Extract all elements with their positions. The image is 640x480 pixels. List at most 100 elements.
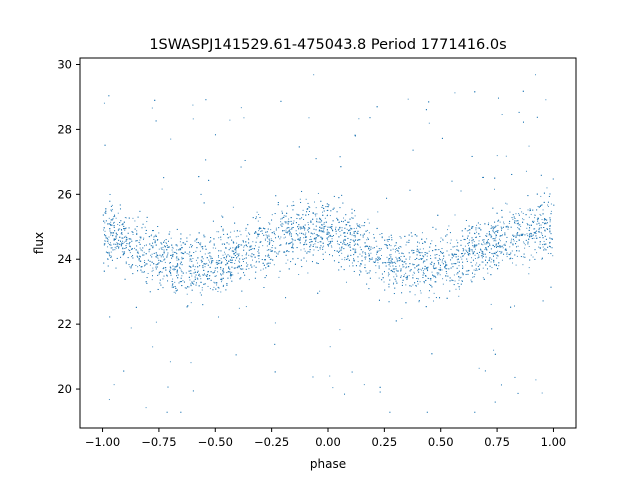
data-point (428, 297, 430, 299)
data-point (292, 201, 294, 203)
data-point (327, 245, 329, 247)
data-point (441, 269, 443, 271)
data-point (380, 255, 382, 256)
data-point (496, 245, 498, 247)
data-point (329, 226, 331, 228)
data-point (219, 262, 221, 264)
data-point (512, 218, 514, 220)
data-point (491, 226, 493, 228)
data-point (526, 222, 528, 224)
data-point (117, 223, 119, 225)
data-point (504, 232, 506, 234)
data-point (364, 264, 366, 266)
data-point (471, 249, 473, 251)
data-point (217, 262, 219, 264)
data-point (228, 266, 230, 268)
data-point (116, 242, 118, 244)
data-point (417, 241, 419, 243)
data-point (413, 271, 415, 273)
data-point (444, 260, 446, 262)
data-point (171, 280, 173, 282)
data-point (169, 262, 171, 264)
data-point (220, 236, 222, 238)
data-point (344, 238, 346, 240)
data-point (378, 250, 380, 252)
data-point (200, 242, 202, 244)
data-point (490, 235, 492, 237)
data-point (210, 279, 212, 281)
data-point (393, 282, 395, 284)
data-point (227, 271, 229, 273)
data-point (180, 244, 182, 246)
data-point (339, 329, 341, 331)
data-point (223, 251, 225, 253)
data-point (103, 227, 105, 229)
data-point (435, 245, 437, 247)
data-point (496, 247, 498, 249)
data-point (152, 267, 154, 269)
data-point (434, 267, 436, 269)
data-point (474, 246, 476, 248)
data-point (488, 242, 490, 244)
data-point (113, 226, 115, 228)
data-point (372, 247, 374, 249)
data-point (131, 264, 133, 266)
data-point (207, 252, 209, 254)
data-point (390, 258, 392, 260)
data-point (283, 215, 285, 217)
data-point (483, 278, 485, 280)
data-points (102, 74, 555, 413)
data-point (530, 254, 532, 256)
data-point (315, 158, 317, 160)
data-point (441, 248, 443, 250)
data-point (488, 234, 490, 236)
data-point (222, 268, 224, 270)
data-point (254, 245, 256, 247)
data-point (255, 271, 257, 273)
data-point (365, 256, 367, 258)
data-point (365, 270, 367, 272)
data-point (502, 234, 504, 236)
data-point (466, 250, 468, 252)
data-point (119, 224, 121, 226)
data-point (248, 268, 250, 270)
data-point (468, 225, 470, 227)
data-point (200, 294, 202, 296)
data-point (321, 220, 323, 222)
data-point (388, 238, 390, 240)
data-point (235, 236, 237, 238)
data-point (146, 277, 148, 279)
data-point (265, 231, 267, 233)
data-point (524, 247, 526, 249)
data-point (384, 243, 386, 245)
data-point (107, 223, 109, 225)
data-point (271, 214, 273, 216)
data-point (193, 283, 195, 285)
data-point (494, 253, 496, 255)
data-point (291, 238, 293, 240)
data-point (344, 257, 346, 259)
data-point (283, 237, 285, 239)
data-point (503, 221, 505, 223)
data-point (516, 250, 518, 252)
data-point (332, 208, 334, 210)
data-point (396, 249, 398, 251)
data-point (223, 233, 225, 235)
data-point (382, 277, 384, 279)
data-point (357, 224, 359, 226)
data-point (524, 234, 526, 236)
data-point (489, 244, 491, 246)
data-point (474, 273, 476, 275)
data-point (489, 265, 491, 267)
data-point (279, 244, 281, 246)
data-point (476, 231, 478, 233)
data-point (113, 384, 115, 386)
data-point (550, 238, 552, 240)
data-point (164, 258, 166, 260)
data-point (482, 267, 484, 269)
data-point (136, 232, 138, 234)
data-point (151, 275, 153, 277)
chart-title: 1SWASPJ141529.61-475043.8 Period 1771416… (149, 37, 506, 53)
data-point (457, 272, 459, 274)
data-point (475, 264, 477, 266)
